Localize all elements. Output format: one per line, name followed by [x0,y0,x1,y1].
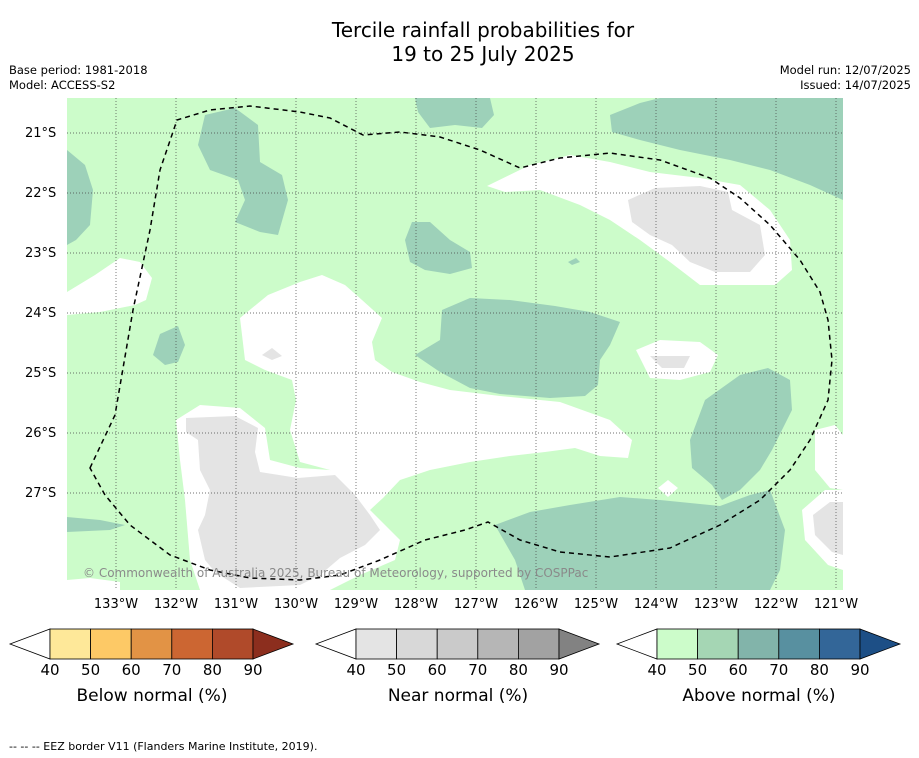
lon-label-123w: 123°W [693,597,739,612]
title-line-2: 19 to 25 July 2025 [391,42,575,66]
map-fill-layer [67,98,843,590]
lat-label-25s: 25°S [25,366,57,381]
meta-right: Model run: 12/07/2025 Issued: 14/07/2025 [780,63,911,93]
above-normal-region-island [405,222,472,274]
near-normal-region-spot [262,348,282,360]
model-name: Model: ACCESS-S2 [9,78,116,92]
lon-label-133w: 133°W [93,597,139,612]
neutral-region-south-edge [67,578,120,590]
colorbar-tick-label: 80 [508,661,528,679]
lat-label-24s: 24°S [25,306,57,321]
colorbar-tick-label: 90 [850,661,870,679]
colorbar-above-normal-title: Above normal (%) [682,686,836,706]
model-run: Model run: 12/07/2025 [779,63,911,77]
neutral-region-west [67,258,152,315]
colorbar-tick-label: 70 [162,661,182,679]
lat-label-21s: 21°S [25,126,57,141]
lon-label-125w: 125°W [573,597,619,612]
lat-label-22s: 22°S [25,186,57,201]
eez-footnote: -- -- -- EEZ border V11 (Flanders Marine… [9,740,318,753]
gridlines [67,98,843,590]
colorbar-tick-label: 40 [647,661,667,679]
lon-label-121w: 121°W [813,597,859,612]
lon-label-130w: 130°W [273,597,319,612]
lon-label-128w: 128°W [393,597,439,612]
near-normal-region-east [650,356,690,368]
above-normal-region-spot [568,258,580,265]
colorbar-tick-label: 50 [387,661,407,679]
lon-label-126w: 126°W [513,597,559,612]
lat-label-23s: 23°S [25,246,57,261]
colorbar-tick-label: 80 [202,661,222,679]
lon-label-131w: 131°W [213,597,259,612]
meta-left: Base period: 1981-2018 Model: ACCESS-S2 [9,63,148,93]
colorbar-tick-label: 70 [769,661,789,679]
colorbar-near-normal-title: Near normal (%) [387,686,529,706]
lat-label-26s: 26°S [25,426,57,441]
base-period: Base period: 1981-2018 [9,63,148,77]
colorbar-tick-label: 50 [688,661,708,679]
near-normal-region-northeast [628,186,765,272]
colorbar-tick-label: 60 [427,661,447,679]
colorbar-tick-label: 40 [346,661,366,679]
lon-label-127w: 127°W [453,597,499,612]
above-normal-region-southwest-edge [67,517,125,532]
above-normal-region-northwest [198,108,288,235]
above-normal-region-northeast [610,98,843,200]
colorbar-tick-label: 80 [809,661,829,679]
colorbar-tick-label: 90 [243,661,263,679]
colorbar-tick-label: 70 [468,661,488,679]
neutral-region-central [240,275,632,510]
colorbar-below-normal-title: Below normal (%) [76,686,228,706]
lat-label-27s: 27°S [25,486,57,501]
lon-label-129w: 129°W [333,597,379,612]
copyright-text: © Commonwealth of Australia 2025, Bureau… [83,566,589,580]
colorbar-tick-label: 40 [40,661,60,679]
chart-title: Tercile rainfall probabilities for 19 to… [0,18,919,66]
colorbar-tick-label: 60 [121,661,141,679]
above-normal-region-north [415,98,494,128]
issued-date: Issued: 14/07/2025 [800,78,911,92]
above-normal-region-small [153,326,185,365]
lon-label-124w: 124°W [633,597,679,612]
above-normal-region-west-edge [67,150,93,245]
neutral-region-spot [658,480,678,497]
colorbar-tick-label: 90 [549,661,569,679]
lon-label-132w: 132°W [153,597,199,612]
colorbar-tick-label: 50 [81,661,101,679]
above-normal-region-south [495,490,785,590]
colorbar-tick-label: 60 [728,661,748,679]
near-normal-region-southeast [813,502,843,555]
eez-border [89,105,833,581]
near-normal-region-southwest [186,416,380,588]
above-normal-region-southeast [690,368,792,500]
title-line-1: Tercile rainfall probabilities for [331,18,635,42]
lon-label-122w: 122°W [753,597,799,612]
